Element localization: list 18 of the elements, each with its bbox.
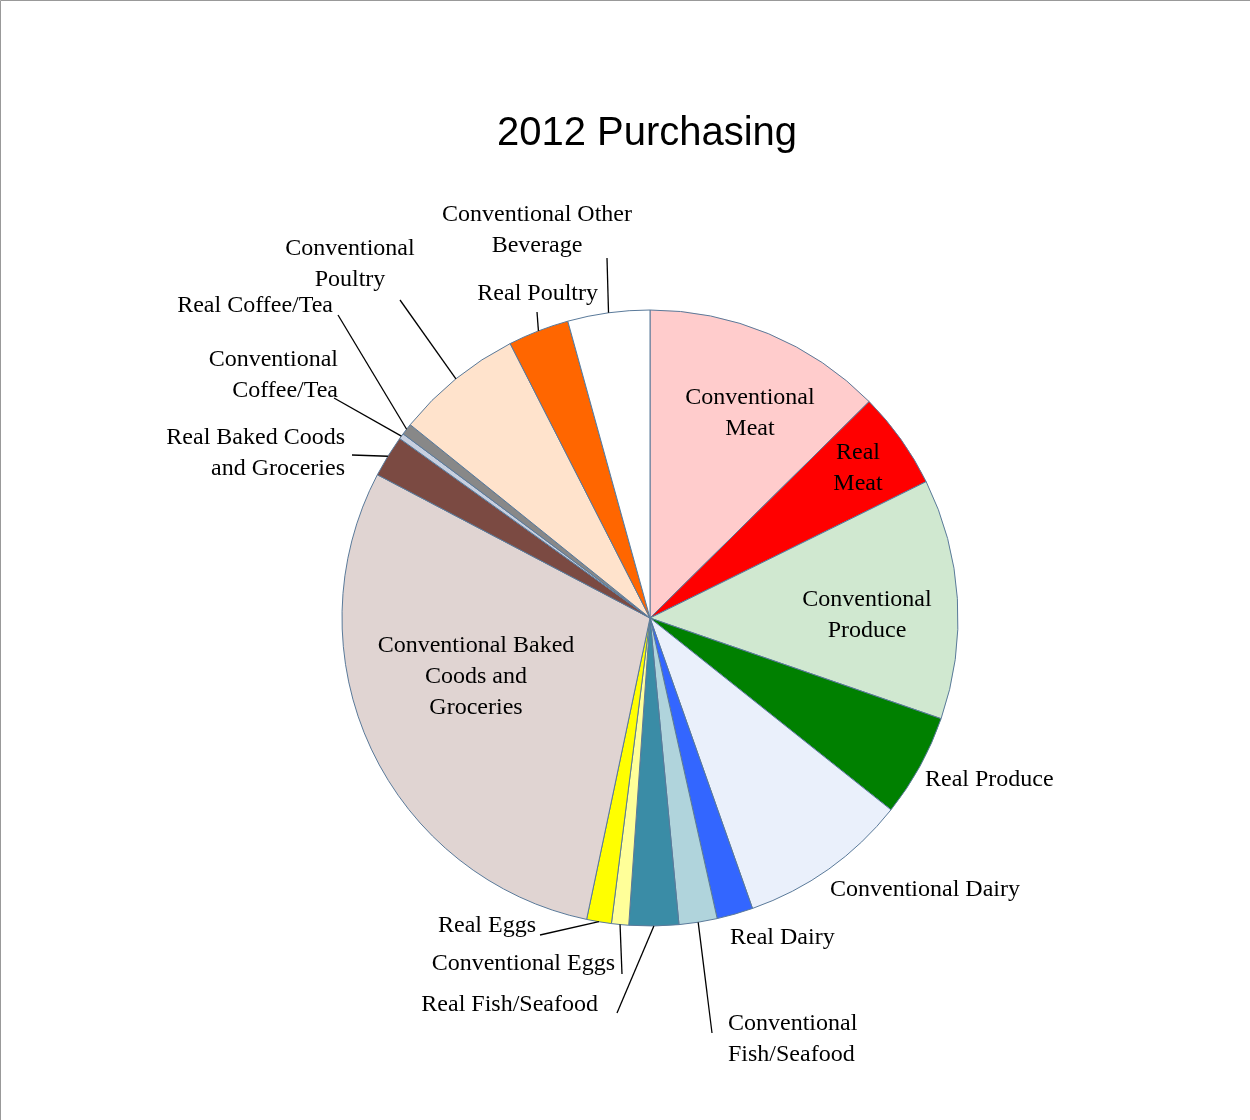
slice-label: Real Fish/Seafood — [421, 990, 598, 1016]
slice-label: Conventional Eggs — [431, 949, 615, 975]
slice-label: Conventional Baked Coods and Groceries — [377, 631, 575, 719]
slice-label: Conventional Meat — [685, 383, 815, 440]
slice-label: Conventional Poultry — [285, 234, 415, 291]
slice-label: Conventional Produce — [802, 585, 932, 642]
slice-label: Real Dairy — [730, 923, 835, 949]
slice-label: Real Eggs — [438, 911, 536, 937]
slice-label: Real Poultry — [477, 279, 598, 305]
slice-label: Real Produce — [925, 765, 1054, 791]
slice-label: Conventional Dairy — [830, 875, 1020, 901]
slice-label: Conventional Fish/Seafood — [728, 1009, 858, 1066]
slice-label: Real Coffee/Tea — [177, 291, 334, 317]
slice-label: Real Meat — [833, 438, 883, 495]
slice-label: Conventional Coffee/Tea — [208, 345, 339, 402]
chart-title: 2012 Purchasing — [496, 109, 798, 153]
slice-label: Conventional Other Beverage — [442, 200, 632, 257]
slice-label: Real Baked Coods and Groceries — [166, 423, 345, 480]
